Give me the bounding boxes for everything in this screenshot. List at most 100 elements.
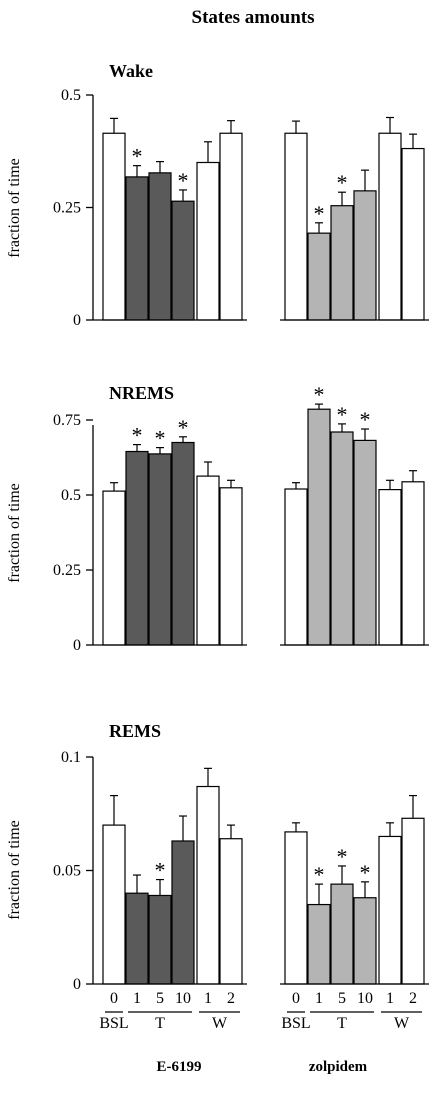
bar	[378, 132, 402, 321]
condition-label: T	[155, 1015, 165, 1032]
x-tick-label: 1	[133, 990, 141, 1007]
significance-marker: *	[178, 168, 189, 193]
bar	[353, 190, 377, 321]
x-tick-label: 0	[292, 990, 300, 1007]
x-tick-label: 5	[338, 990, 346, 1007]
group-label-e6199: E-6199	[157, 1059, 202, 1075]
bar	[330, 431, 354, 646]
bar	[102, 132, 126, 321]
figure-title: States amounts	[192, 7, 315, 28]
significance-marker: *	[360, 407, 371, 432]
significance-marker: *	[132, 423, 143, 448]
x-tick-label: 0	[110, 990, 118, 1007]
x-tick-label: 5	[156, 990, 164, 1007]
condition-label: W	[212, 1015, 228, 1032]
bar	[353, 439, 377, 646]
significance-marker: *	[155, 426, 166, 451]
condition-label: BSL	[281, 1015, 310, 1032]
series-e-6199: *	[102, 767, 243, 985]
y-tick-label: 0.25	[53, 200, 81, 217]
y-tick-label: 0.75	[53, 412, 81, 429]
panel-rems: REMS fraction of time 0 0.05 0.1 * * * *	[6, 721, 429, 993]
significance-marker: *	[337, 844, 348, 869]
bar	[125, 892, 149, 985]
bar	[148, 453, 172, 646]
significance-marker: *	[314, 201, 325, 226]
bar	[196, 161, 220, 321]
y-tick-label: 0.5	[61, 87, 81, 104]
series-zolpidem: **	[284, 116, 425, 321]
series-e-6199: **	[102, 117, 243, 321]
bar	[219, 487, 243, 646]
x-tick-label: 2	[227, 990, 235, 1007]
bar	[196, 785, 220, 985]
bar	[148, 172, 172, 321]
bar	[125, 450, 149, 646]
bar	[330, 205, 354, 321]
significance-marker: *	[360, 860, 371, 885]
bar	[171, 200, 195, 321]
bar	[378, 489, 402, 646]
y-tick-label: 0.5	[61, 487, 81, 504]
significance-marker: *	[132, 144, 143, 169]
y-tick-label: 0.25	[53, 562, 81, 579]
bar	[284, 132, 308, 321]
x-tick-label: 1	[386, 990, 394, 1007]
bar	[284, 831, 308, 985]
panel-nrems: NREMS fraction of time 0 0.25 0.5 0.75 * * * * * *	[6, 382, 429, 654]
x-tick-label: 1	[204, 990, 212, 1007]
condition-label: T	[337, 1015, 347, 1032]
series-zolpidem: * * *	[284, 382, 425, 646]
series-e-6199: * * *	[102, 415, 243, 646]
bar	[219, 132, 243, 321]
bar	[171, 441, 195, 646]
bar	[330, 883, 354, 985]
panel-title: Wake	[109, 61, 153, 81]
bar	[125, 176, 149, 321]
bar	[401, 817, 425, 985]
significance-marker: *	[337, 402, 348, 427]
bar	[307, 408, 331, 646]
bar	[102, 824, 126, 985]
bar	[401, 481, 425, 646]
bar	[353, 897, 377, 985]
panel-title: NREMS	[109, 383, 174, 403]
y-tick-label: 0.05	[53, 863, 81, 880]
group-label-zolpidem: zolpidem	[309, 1059, 368, 1075]
bar	[102, 490, 126, 646]
significance-marker: *	[178, 415, 189, 440]
y-axis-label: fraction of time	[6, 820, 23, 920]
y-tick-label: 0	[73, 976, 81, 993]
bar	[307, 903, 331, 985]
x-tick-label: 10	[175, 990, 191, 1007]
significance-marker: *	[314, 382, 325, 407]
y-tick-label: 0	[73, 637, 81, 654]
y-axis-label: fraction of time	[6, 158, 23, 258]
y-tick-label: 0.1	[61, 749, 81, 766]
condition-label: BSL	[99, 1015, 128, 1032]
bar	[284, 488, 308, 646]
bar	[401, 147, 425, 321]
significance-marker: *	[314, 862, 325, 887]
bar	[219, 838, 243, 985]
panel-title: REMS	[109, 721, 161, 741]
x-tick-label: 1	[315, 990, 323, 1007]
y-axis-label: fraction of time	[6, 483, 23, 583]
bar	[171, 840, 195, 985]
bar	[148, 894, 172, 985]
bar	[196, 475, 220, 646]
series-zolpidem: * * *	[284, 794, 425, 985]
y-tick-label: 0	[73, 312, 81, 329]
bar	[378, 835, 402, 985]
significance-marker: *	[155, 858, 166, 883]
bar	[307, 232, 331, 321]
significance-marker: *	[337, 170, 348, 195]
x-tick-label: 2	[409, 990, 417, 1007]
x-tick-label: 10	[357, 990, 373, 1007]
